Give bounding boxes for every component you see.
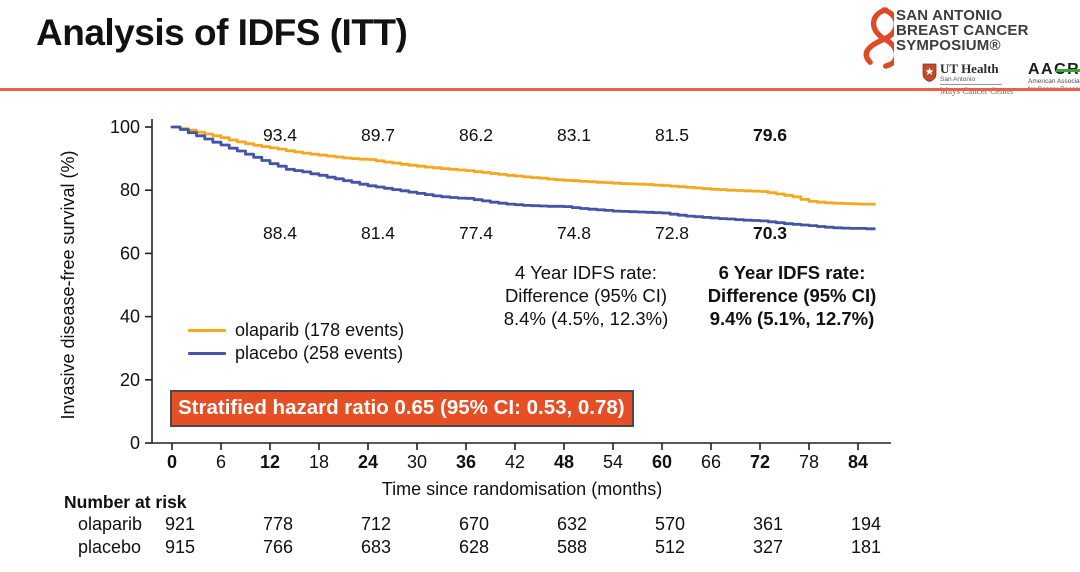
x-tick-label: 0 (167, 452, 177, 472)
risk-value: 327 (752, 537, 784, 557)
ut-health-text: UT Health San Antonio Mays Cancer Center (940, 62, 1014, 96)
risk-value: 588 (556, 537, 588, 557)
six-year-line-1: 6 Year IDFS rate: (718, 262, 866, 283)
sabcs-line-3: SYMPOSIUM® (896, 37, 1001, 54)
x-tick-label: 48 (554, 452, 574, 472)
risk-value: 670 (458, 514, 490, 534)
x-tick-label: 30 (407, 452, 427, 472)
risk-value: 194 (850, 514, 882, 534)
risk-row-label: placebo (78, 537, 142, 557)
x-tick-label: 6 (216, 452, 226, 472)
ut-health-sub: San Antonio (940, 76, 1002, 85)
risk-value: 778 (262, 514, 294, 534)
risk-value: 628 (458, 537, 490, 557)
risk-value: 766 (262, 537, 294, 557)
hazard-ratio-box: Stratified hazard ratio 0.65 (95% CI: 0.… (170, 390, 634, 427)
ut-health-center: Mays Cancer Center (940, 86, 1014, 96)
sabcs-ribbon-icon (863, 7, 894, 69)
x-tick-label: 66 (701, 452, 721, 472)
x-tick-label: 78 (799, 452, 819, 472)
legend-label-olaparib: olaparib (178 events) (235, 320, 405, 340)
placebo-line-swatch (188, 351, 226, 356)
number-at-risk-title: Number at risk (64, 492, 187, 512)
sabcs-line-2: BREAST CANCER (896, 22, 1029, 39)
x-tick-label: 84 (848, 452, 868, 472)
risk-value: 361 (752, 514, 784, 534)
x-tick-label: 24 (358, 452, 378, 472)
x-tick-label: 60 (652, 452, 672, 472)
olaparib-survival-curve (170, 125, 876, 206)
sabcs-line-1: SAN ANTONIO (896, 7, 1003, 24)
olaparib-rate-label: 81.5 (655, 125, 689, 145)
placebo-rate-label: 77.4 (459, 223, 493, 243)
six-year-line-2: Difference (95% CI) (707, 285, 877, 306)
x-axis-title: Time since randomisation (months) (382, 479, 662, 499)
placebo-rate-label: 88.4 (263, 223, 297, 243)
placebo-rate-label: 81.4 (361, 223, 395, 243)
olaparib-line-swatch (188, 328, 226, 333)
x-tick-label: 72 (750, 452, 770, 472)
aacr-wordmark: AACR (1027, 61, 1080, 78)
six-year-line-3: 9.4% (5.1%, 12.7%) (709, 308, 875, 329)
y-axis-title: Invasive disease-free survival (%) (58, 150, 78, 419)
four-year-line-1: 4 Year IDFS rate: (515, 262, 657, 283)
x-tick-label: 42 (505, 452, 525, 472)
legend-label-placebo: placebo (258 events) (235, 343, 404, 363)
risk-value: 632 (556, 514, 588, 534)
four-year-line-3: 8.4% (4.5%, 12.3%) (503, 308, 669, 329)
risk-value: 921 (164, 514, 196, 534)
x-tick-label: 54 (603, 452, 623, 472)
x-tick-label: 12 (260, 452, 280, 472)
olaparib-rate-label: 93.4 (263, 125, 297, 145)
chart-legend: olaparib (178 events) placebo (258 event… (188, 319, 404, 365)
olaparib-rate-label: 83.1 (557, 125, 591, 145)
x-tick-label: 18 (309, 452, 329, 472)
ut-shield-icon (922, 63, 937, 82)
page-title: Analysis of IDFS (ITT) (36, 12, 408, 53)
legend-item-olaparib: olaparib (178 events) (188, 319, 404, 342)
sabcs-wordmark: SAN ANTONIO BREAST CANCER SYMPOSIUM® (896, 8, 1029, 53)
y-tick-label: 20 (120, 370, 140, 390)
placebo-rate-label: 72.8 (655, 223, 689, 243)
risk-row-olaparib: olaparib 921 778 712 670 632 570 361 194 (0, 514, 1080, 536)
risk-row-placebo: placebo 915 766 683 628 588 512 327 181 (0, 537, 1080, 559)
sabcs-logo: SAN ANTONIO BREAST CANCER SYMPOSIUM® (858, 4, 1074, 70)
placebo-survival-curve (170, 125, 876, 231)
y-tick-label: 60 (120, 243, 140, 263)
risk-value: 683 (360, 537, 392, 557)
risk-value: 915 (164, 537, 196, 557)
olaparib-rate-label: 86.2 (459, 125, 493, 145)
ut-health-name: UT Health (940, 61, 999, 76)
y-tick-label: 100 (110, 117, 140, 137)
x-tick-label: 36 (456, 452, 476, 472)
partner-logos: UT Health San Antonio Mays Cancer Center… (922, 62, 1080, 96)
risk-row-label: olaparib (78, 514, 143, 534)
risk-value: 712 (360, 514, 392, 534)
legend-item-placebo: placebo (258 events) (188, 342, 404, 365)
y-tick-label: 80 (120, 180, 140, 200)
logo-block: SAN ANTONIO BREAST CANCER SYMPOSIUM® UT … (858, 4, 1080, 96)
risk-value: 181 (850, 537, 882, 557)
y-tick-label: 40 (120, 307, 140, 327)
four-year-line-2: Difference (95% CI) (504, 285, 668, 306)
placebo-rate-label: 74.8 (557, 223, 591, 243)
header-divider (0, 88, 1080, 91)
risk-value: 570 (654, 514, 686, 534)
ut-health-logo: UT Health San Antonio Mays Cancer Center (922, 62, 1014, 96)
six-year-idfs-annotation: 6 Year IDFS rate: Difference (95% CI) 9.… (692, 261, 892, 330)
aacr-green-bar (1055, 69, 1080, 72)
aacr-full-1: American Association (1027, 78, 1080, 85)
four-year-idfs-annotation: 4 Year IDFS rate: Difference (95% CI) 8.… (500, 261, 672, 330)
risk-value: 512 (654, 537, 686, 557)
olaparib-rate-label: 89.7 (361, 125, 395, 145)
y-tick-label: 0 (130, 433, 140, 453)
placebo-rate-label: 70.3 (753, 223, 787, 243)
olaparib-rate-label: 79.6 (753, 125, 787, 145)
